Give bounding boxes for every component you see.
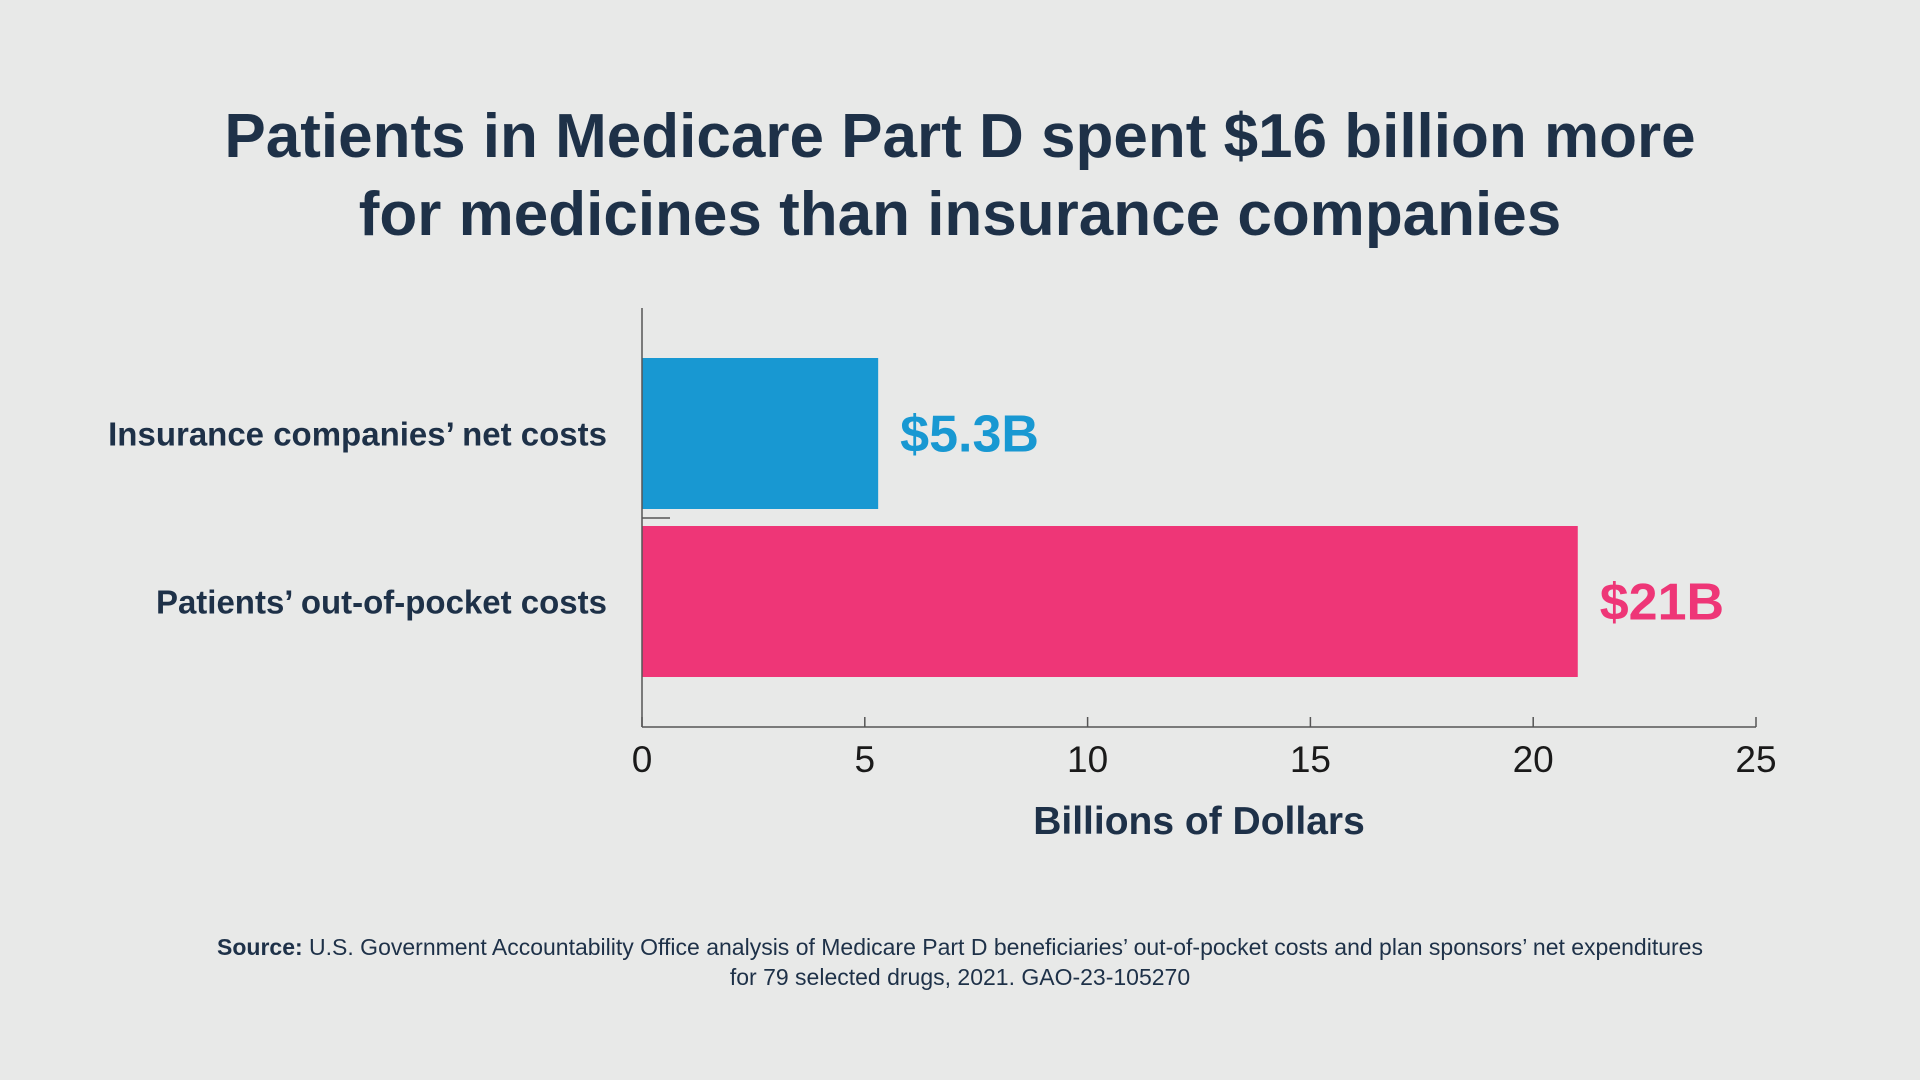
category-label-2: Patients’ out-of-pocket costs bbox=[156, 584, 607, 621]
data-label-1: $5.3B bbox=[900, 406, 1039, 464]
x-tick-label-15: 15 bbox=[1290, 739, 1331, 780]
x-tick-label-10: 10 bbox=[1067, 739, 1108, 780]
x-tick-label-25: 25 bbox=[1735, 739, 1776, 780]
bar-2 bbox=[642, 526, 1578, 677]
x-axis-label: Billions of Dollars bbox=[1033, 800, 1365, 843]
chart-title: Patients in Medicare Part D spent $16 bi… bbox=[0, 98, 1920, 254]
category-label-1: Insurance companies’ net costs bbox=[108, 416, 607, 453]
bar-1 bbox=[642, 358, 879, 509]
chart-marks: Insurance companies’ net costs $5.3B Patie… bbox=[108, 358, 1724, 677]
x-tick-label-0: 0 bbox=[632, 739, 653, 780]
source-text: U.S. Government Accountability Office an… bbox=[302, 934, 1703, 990]
chart-title-line-1: Patients in Medicare Part D spent $16 bi… bbox=[224, 102, 1696, 171]
x-tick-label-20: 20 bbox=[1513, 739, 1554, 780]
chart-title-line-2: for medicines than insurance companies bbox=[358, 180, 1562, 249]
x-axis-ticks: 0 5 10 15 20 25 bbox=[632, 717, 1777, 780]
data-label-2: $21B bbox=[1600, 574, 1724, 632]
x-tick-label-5: 5 bbox=[855, 739, 876, 780]
source-label: Source: bbox=[217, 934, 303, 960]
source-note: Source: U.S. Government Accountability O… bbox=[210, 932, 1710, 992]
